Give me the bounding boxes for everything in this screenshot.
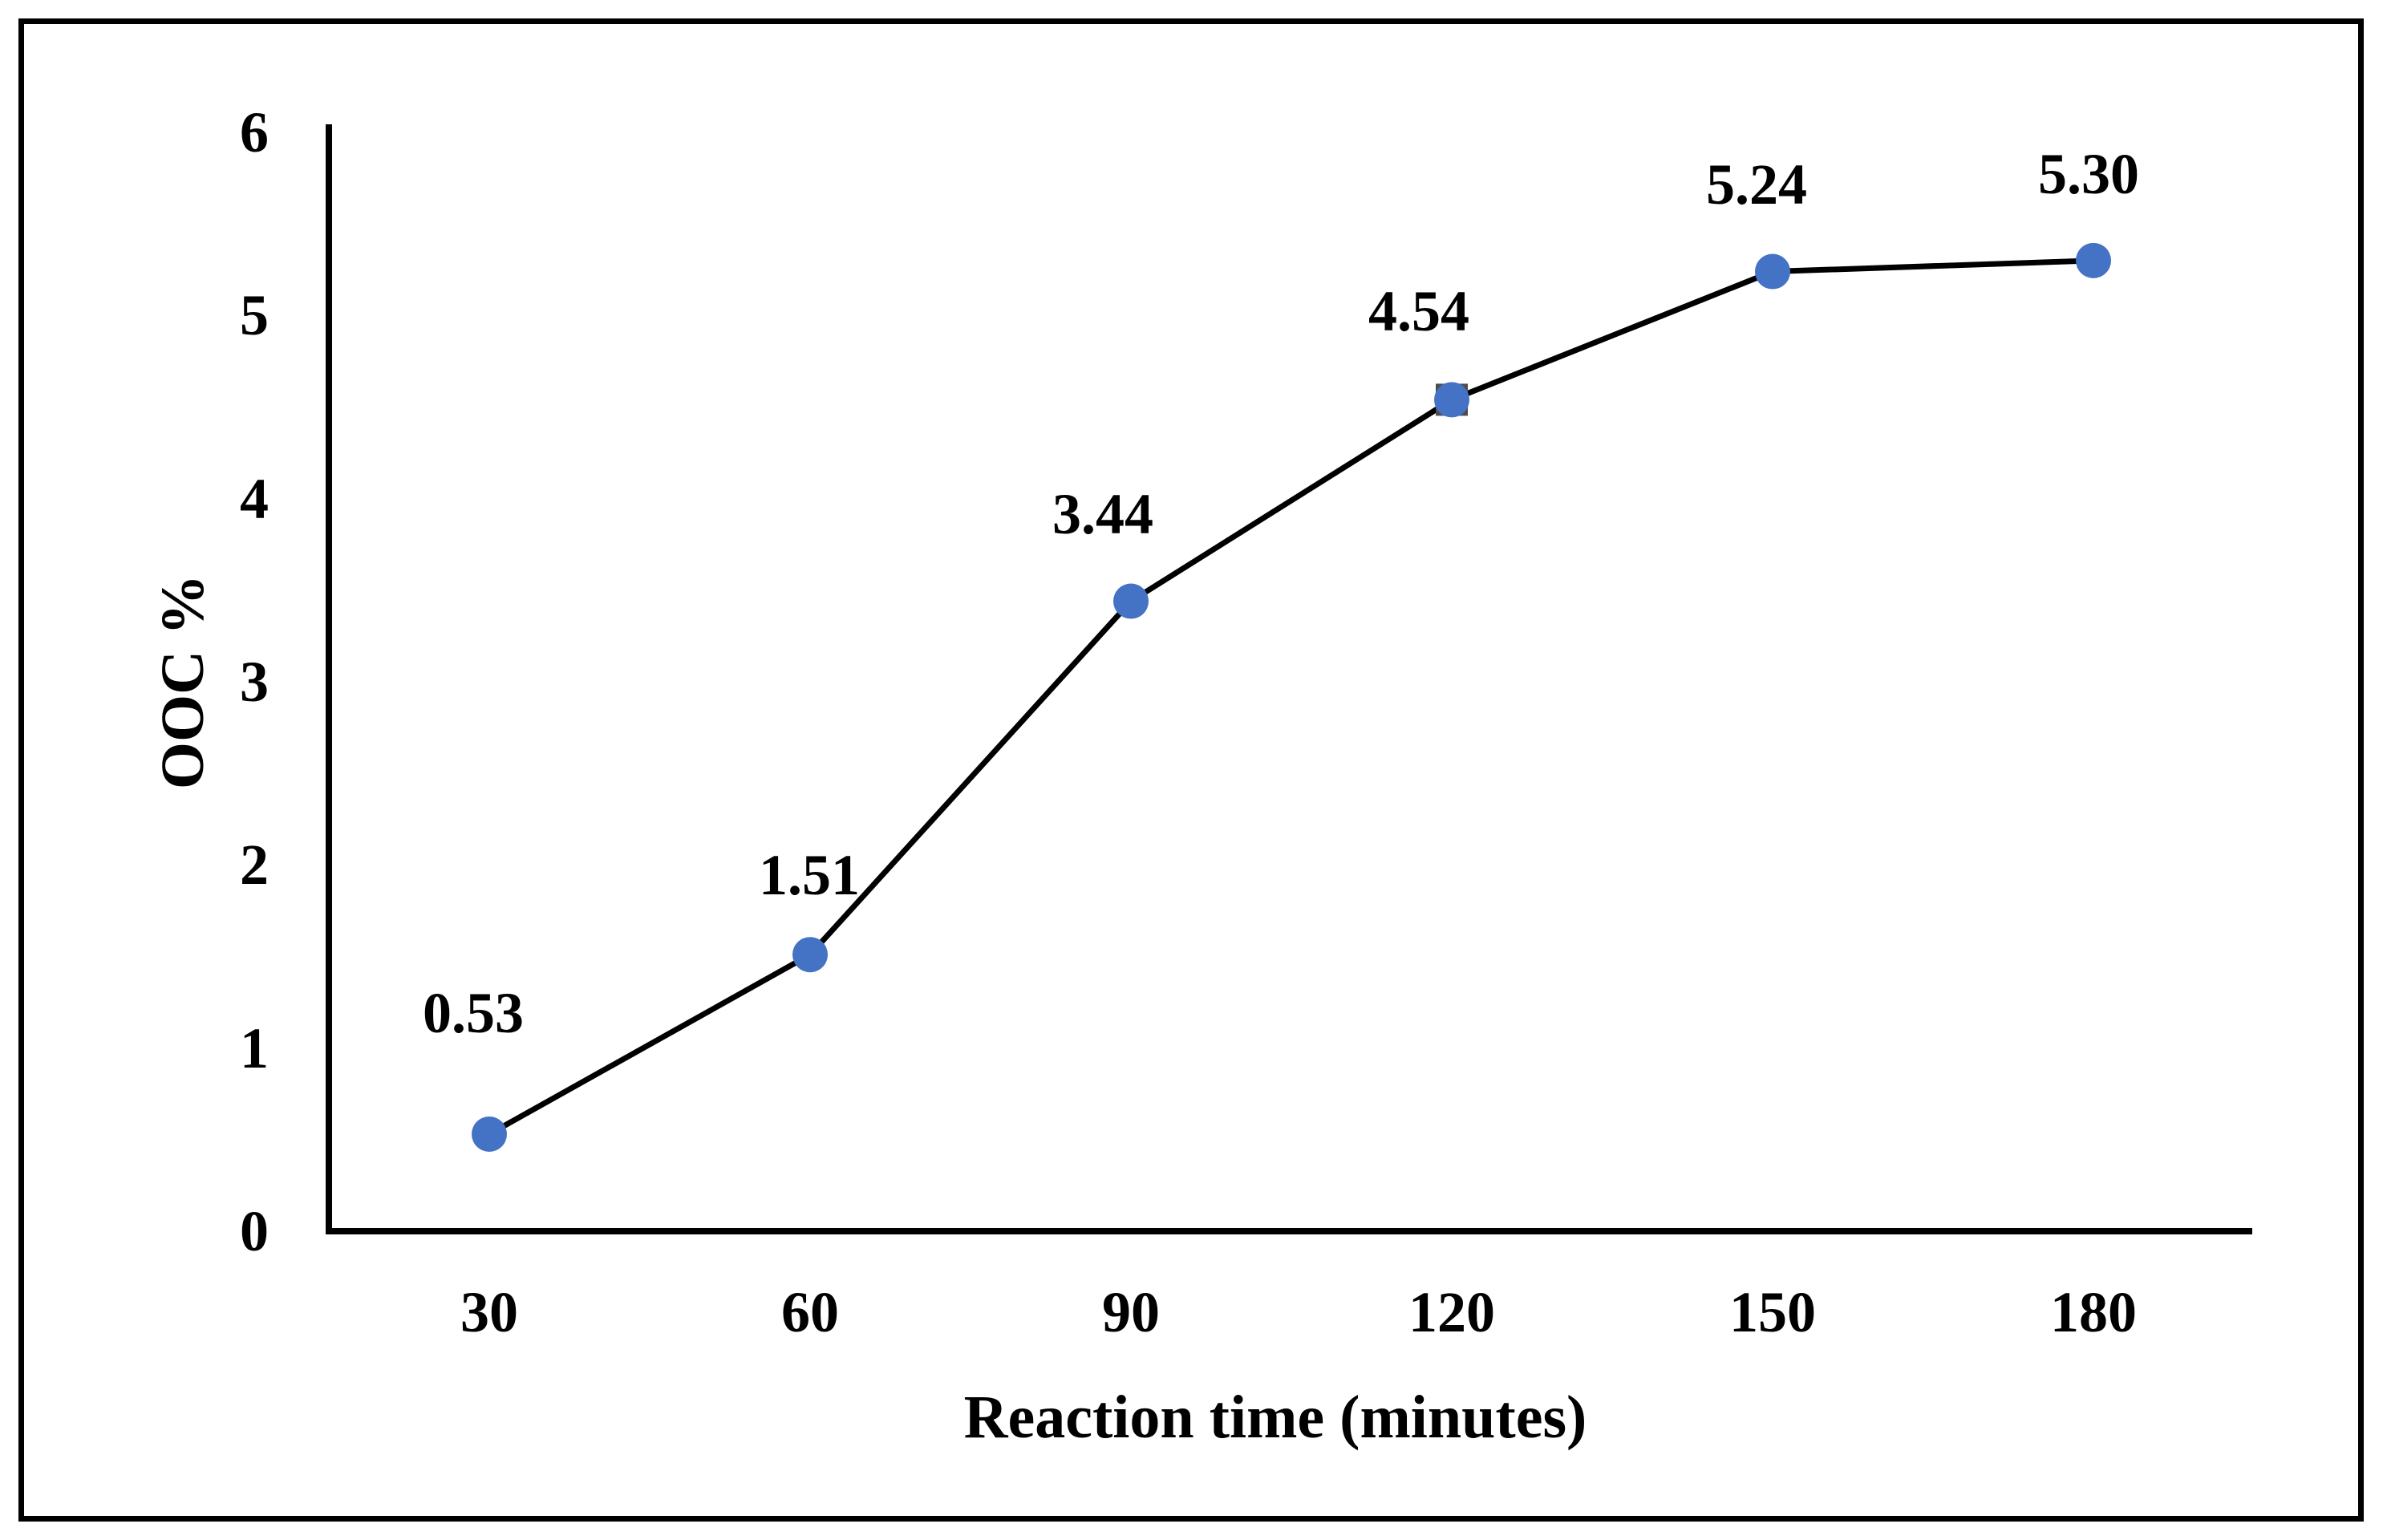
data-point-marker bbox=[2076, 242, 2111, 278]
data-point-marker bbox=[1113, 583, 1149, 619]
x-tick-label: 30 bbox=[460, 1280, 518, 1344]
x-axis-title: Reaction time (minutes) bbox=[963, 1384, 1587, 1451]
y-tick-label: 1 bbox=[240, 1015, 269, 1080]
data-point-value-label: 1.51 bbox=[759, 843, 860, 908]
x-tick-label: 180 bbox=[2050, 1280, 2137, 1344]
x-tick-label: 120 bbox=[1408, 1280, 1495, 1344]
data-point-value-label: 4.54 bbox=[1368, 279, 1469, 344]
y-axis-title: OOC % bbox=[149, 573, 217, 790]
y-tick-label: 6 bbox=[240, 100, 269, 165]
data-point-value-label: 5.30 bbox=[2038, 141, 2139, 206]
y-tick-label: 3 bbox=[240, 650, 269, 714]
chart-outer-frame bbox=[18, 18, 2364, 1522]
data-point-marker bbox=[1434, 382, 1469, 418]
y-tick-label: 0 bbox=[240, 1199, 269, 1263]
data-point-marker bbox=[472, 1116, 507, 1152]
y-tick-label: 4 bbox=[240, 466, 269, 531]
data-point-marker bbox=[792, 937, 828, 973]
data-point-marker bbox=[1755, 253, 1790, 290]
y-tick-label: 5 bbox=[240, 283, 269, 348]
data-point-value-label: 5.24 bbox=[1706, 152, 1807, 217]
data-point-value-label: 0.53 bbox=[423, 980, 524, 1045]
y-tick-label: 2 bbox=[240, 833, 269, 898]
x-tick-label: 90 bbox=[1102, 1280, 1160, 1344]
x-tick-label: 60 bbox=[781, 1280, 839, 1344]
data-point-value-label: 3.44 bbox=[1052, 481, 1153, 546]
series-line bbox=[488, 257, 2094, 1137]
x-tick-label: 150 bbox=[1729, 1280, 1816, 1344]
